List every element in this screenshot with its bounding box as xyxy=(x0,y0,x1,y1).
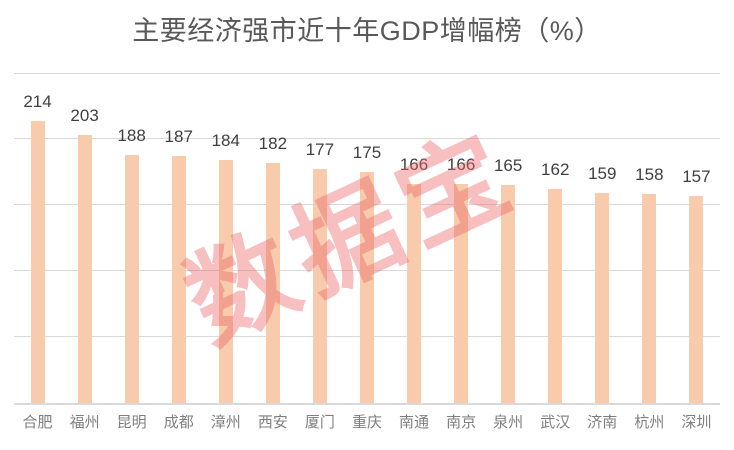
bar-slot: 177 xyxy=(296,73,343,403)
bar-value-label: 203 xyxy=(70,106,99,125)
bar-value-label: 166 xyxy=(399,155,429,174)
bar xyxy=(595,193,610,403)
bar-value-label: 158 xyxy=(635,165,664,184)
x-axis-label: 重庆 xyxy=(351,414,382,431)
bar-value-label: 159 xyxy=(588,164,617,183)
bar-value-label: 182 xyxy=(258,134,288,153)
bar xyxy=(171,156,186,403)
bar-slot: 203 xyxy=(61,73,108,403)
gridline xyxy=(14,73,720,74)
bar-value-label: 188 xyxy=(117,126,146,145)
bar-slot: 159 xyxy=(579,73,626,403)
x-axis-label: 成都 xyxy=(163,414,194,431)
bar xyxy=(265,163,280,403)
bar xyxy=(548,189,563,403)
x-axis-label: 杭州 xyxy=(634,414,665,431)
bar xyxy=(501,185,516,403)
bar-slot: 182 xyxy=(249,73,296,403)
x-axis-label: 厦门 xyxy=(304,414,335,431)
bar-slot: 166 xyxy=(391,73,438,403)
bar xyxy=(124,155,139,403)
bar xyxy=(642,194,657,403)
x-axis-label: 昆明 xyxy=(116,414,147,431)
bar-slot: 158 xyxy=(626,73,673,403)
x-axis-label: 南通 xyxy=(399,414,430,431)
plot-area: 214 203 188 187 184 182 177 175 166 166 165 162 159 1… xyxy=(14,73,720,405)
bar xyxy=(689,196,704,403)
x-axis-label: 合肥 xyxy=(22,414,53,431)
bar-value-label: 187 xyxy=(164,127,193,146)
chart-title: 主要经济强市近十年GDP增幅榜（%） xyxy=(132,16,602,46)
bar xyxy=(407,184,422,403)
bar-value-label: 184 xyxy=(211,131,240,150)
bar-slot: 214 xyxy=(14,73,61,403)
bar-slot: 166 xyxy=(438,73,485,403)
bar-value-label: 166 xyxy=(446,155,476,174)
bar-slot: 184 xyxy=(202,73,249,403)
bar-value-label: 162 xyxy=(541,160,570,179)
x-axis-labels: 合肥 福州 昆明 成都 漳州 西安 厦门 重庆 南通 南京 泉州 武汉 济南 杭州 深圳 xyxy=(14,414,720,432)
x-axis-label: 深圳 xyxy=(681,414,712,431)
bar xyxy=(312,169,327,403)
bar xyxy=(359,172,374,403)
bar-value-label: 165 xyxy=(493,156,523,175)
bar xyxy=(30,121,45,403)
bar xyxy=(454,184,469,403)
bar-slot: 157 xyxy=(673,73,720,403)
x-axis-label: 济南 xyxy=(587,414,618,431)
bar-slot: 165 xyxy=(485,73,532,403)
gridline xyxy=(14,138,720,139)
bar-slot: 175 xyxy=(343,73,390,403)
bar-slot: 187 xyxy=(155,73,202,403)
bar-value-label: 175 xyxy=(352,143,382,162)
bar xyxy=(77,135,92,403)
bars-container: 214 203 188 187 184 182 177 175 166 166 165 162 159 1… xyxy=(14,73,720,403)
x-axis-label: 南京 xyxy=(446,414,477,431)
x-axis-label: 漳州 xyxy=(210,414,241,431)
bar-value-label: 157 xyxy=(682,167,711,186)
bar-slot: 162 xyxy=(532,73,579,403)
x-axis-label: 武汉 xyxy=(540,414,571,431)
x-axis-label: 西安 xyxy=(257,414,288,431)
bar xyxy=(218,160,233,403)
bar-slot: 188 xyxy=(108,73,155,403)
bar-value-label: 214 xyxy=(23,92,52,111)
bar-value-label: 177 xyxy=(305,140,335,159)
x-axis-label: 泉州 xyxy=(493,414,524,431)
x-axis-label: 福州 xyxy=(69,414,100,431)
